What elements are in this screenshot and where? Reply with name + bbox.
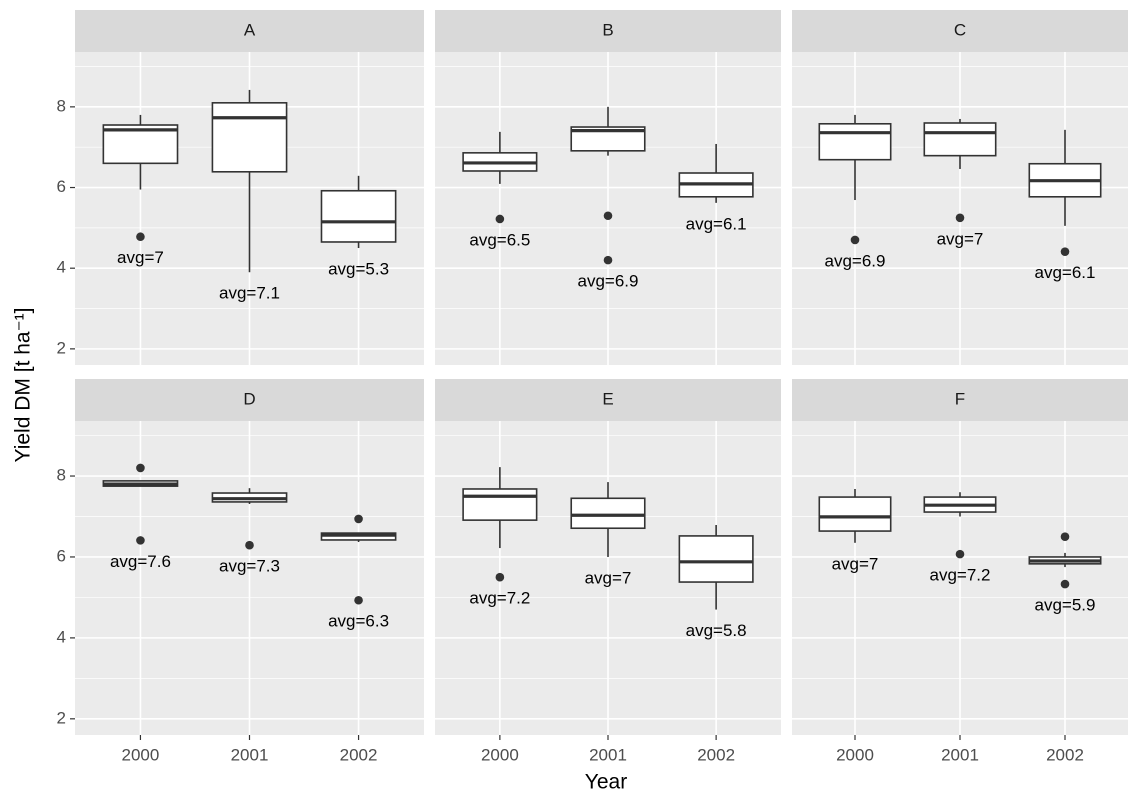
x-tick-label: 2000: [836, 745, 874, 764]
strip-label: E: [602, 389, 613, 408]
x-tick-label: 2001: [589, 745, 627, 764]
strip-label: F: [955, 389, 965, 408]
annotation: avg=7: [117, 248, 164, 267]
strip-label: B: [602, 20, 613, 39]
outlier: [1060, 579, 1070, 589]
annotation: avg=6.5: [469, 230, 530, 249]
x-axis-title: Year: [585, 771, 627, 794]
box: [818, 496, 892, 532]
outlier: [603, 255, 613, 265]
x-tick-label: 2000: [122, 745, 160, 764]
annotation: avg=7: [937, 229, 984, 248]
outlier: [354, 514, 363, 524]
y-tick-label: 6: [57, 177, 66, 196]
strip: [792, 379, 1128, 421]
strip: [75, 10, 424, 52]
y-tick-label: 4: [57, 627, 66, 646]
outlier: [1060, 247, 1070, 256]
outlier: [245, 540, 254, 550]
strip: [792, 10, 1128, 52]
x-tick-label: 2002: [340, 745, 378, 764]
box: [320, 189, 397, 243]
annotation: avg=7.6: [110, 552, 171, 571]
x-tick-label: 2001: [941, 745, 979, 764]
outlier: [136, 232, 145, 242]
annotation: avg=7.2: [930, 566, 991, 585]
annotation: avg=6.9: [578, 272, 639, 291]
outlier: [495, 214, 505, 224]
outlier: [955, 549, 965, 559]
box: [462, 488, 538, 521]
y-tick-label: 6: [57, 546, 66, 565]
box: [211, 102, 288, 173]
strip: [75, 379, 424, 421]
x-tick-label: 2000: [481, 745, 519, 764]
annotation: avg=7: [832, 554, 879, 573]
annotation: avg=6.1: [1035, 263, 1096, 282]
box: [923, 122, 997, 157]
box: [678, 535, 754, 583]
outlier: [955, 213, 965, 223]
box: [570, 497, 646, 530]
y-tick-label: 8: [57, 466, 66, 485]
outlier: [850, 235, 860, 245]
annotation: avg=5.8: [686, 621, 747, 640]
strip-label: C: [954, 20, 966, 39]
annotation: avg=5.9: [1035, 596, 1096, 615]
strip: [435, 379, 781, 421]
outlier: [136, 463, 145, 473]
x-tick-label: 2002: [1046, 745, 1084, 764]
y-tick-label: 8: [57, 96, 66, 115]
annotation: avg=7.3: [219, 557, 280, 576]
outlier: [354, 595, 363, 605]
strip-label: A: [244, 20, 256, 39]
y-axis-title: Yield DM [t ha⁻¹]: [12, 307, 35, 462]
annotation: avg=6.1: [686, 214, 747, 233]
outlier: [603, 211, 613, 221]
annotation: avg=6.9: [825, 251, 886, 270]
annotation: avg=7.2: [469, 589, 530, 608]
y-tick-label: 4: [57, 258, 66, 277]
outlier: [136, 536, 145, 545]
outlier: [1060, 532, 1070, 542]
annotation: avg=6.3: [328, 612, 389, 631]
y-tick-label: 2: [57, 338, 66, 357]
strip-label: D: [243, 389, 255, 408]
x-tick-label: 2001: [231, 745, 269, 764]
annotation: avg=7: [585, 568, 632, 587]
annotation: avg=7.1: [219, 284, 280, 303]
strip: [435, 10, 781, 52]
box: [818, 122, 892, 161]
y-tick-label: 2: [57, 708, 66, 727]
annotation: avg=5.3: [328, 260, 389, 279]
x-tick-label: 2002: [697, 745, 735, 764]
outlier: [495, 572, 505, 582]
box: [570, 126, 646, 152]
